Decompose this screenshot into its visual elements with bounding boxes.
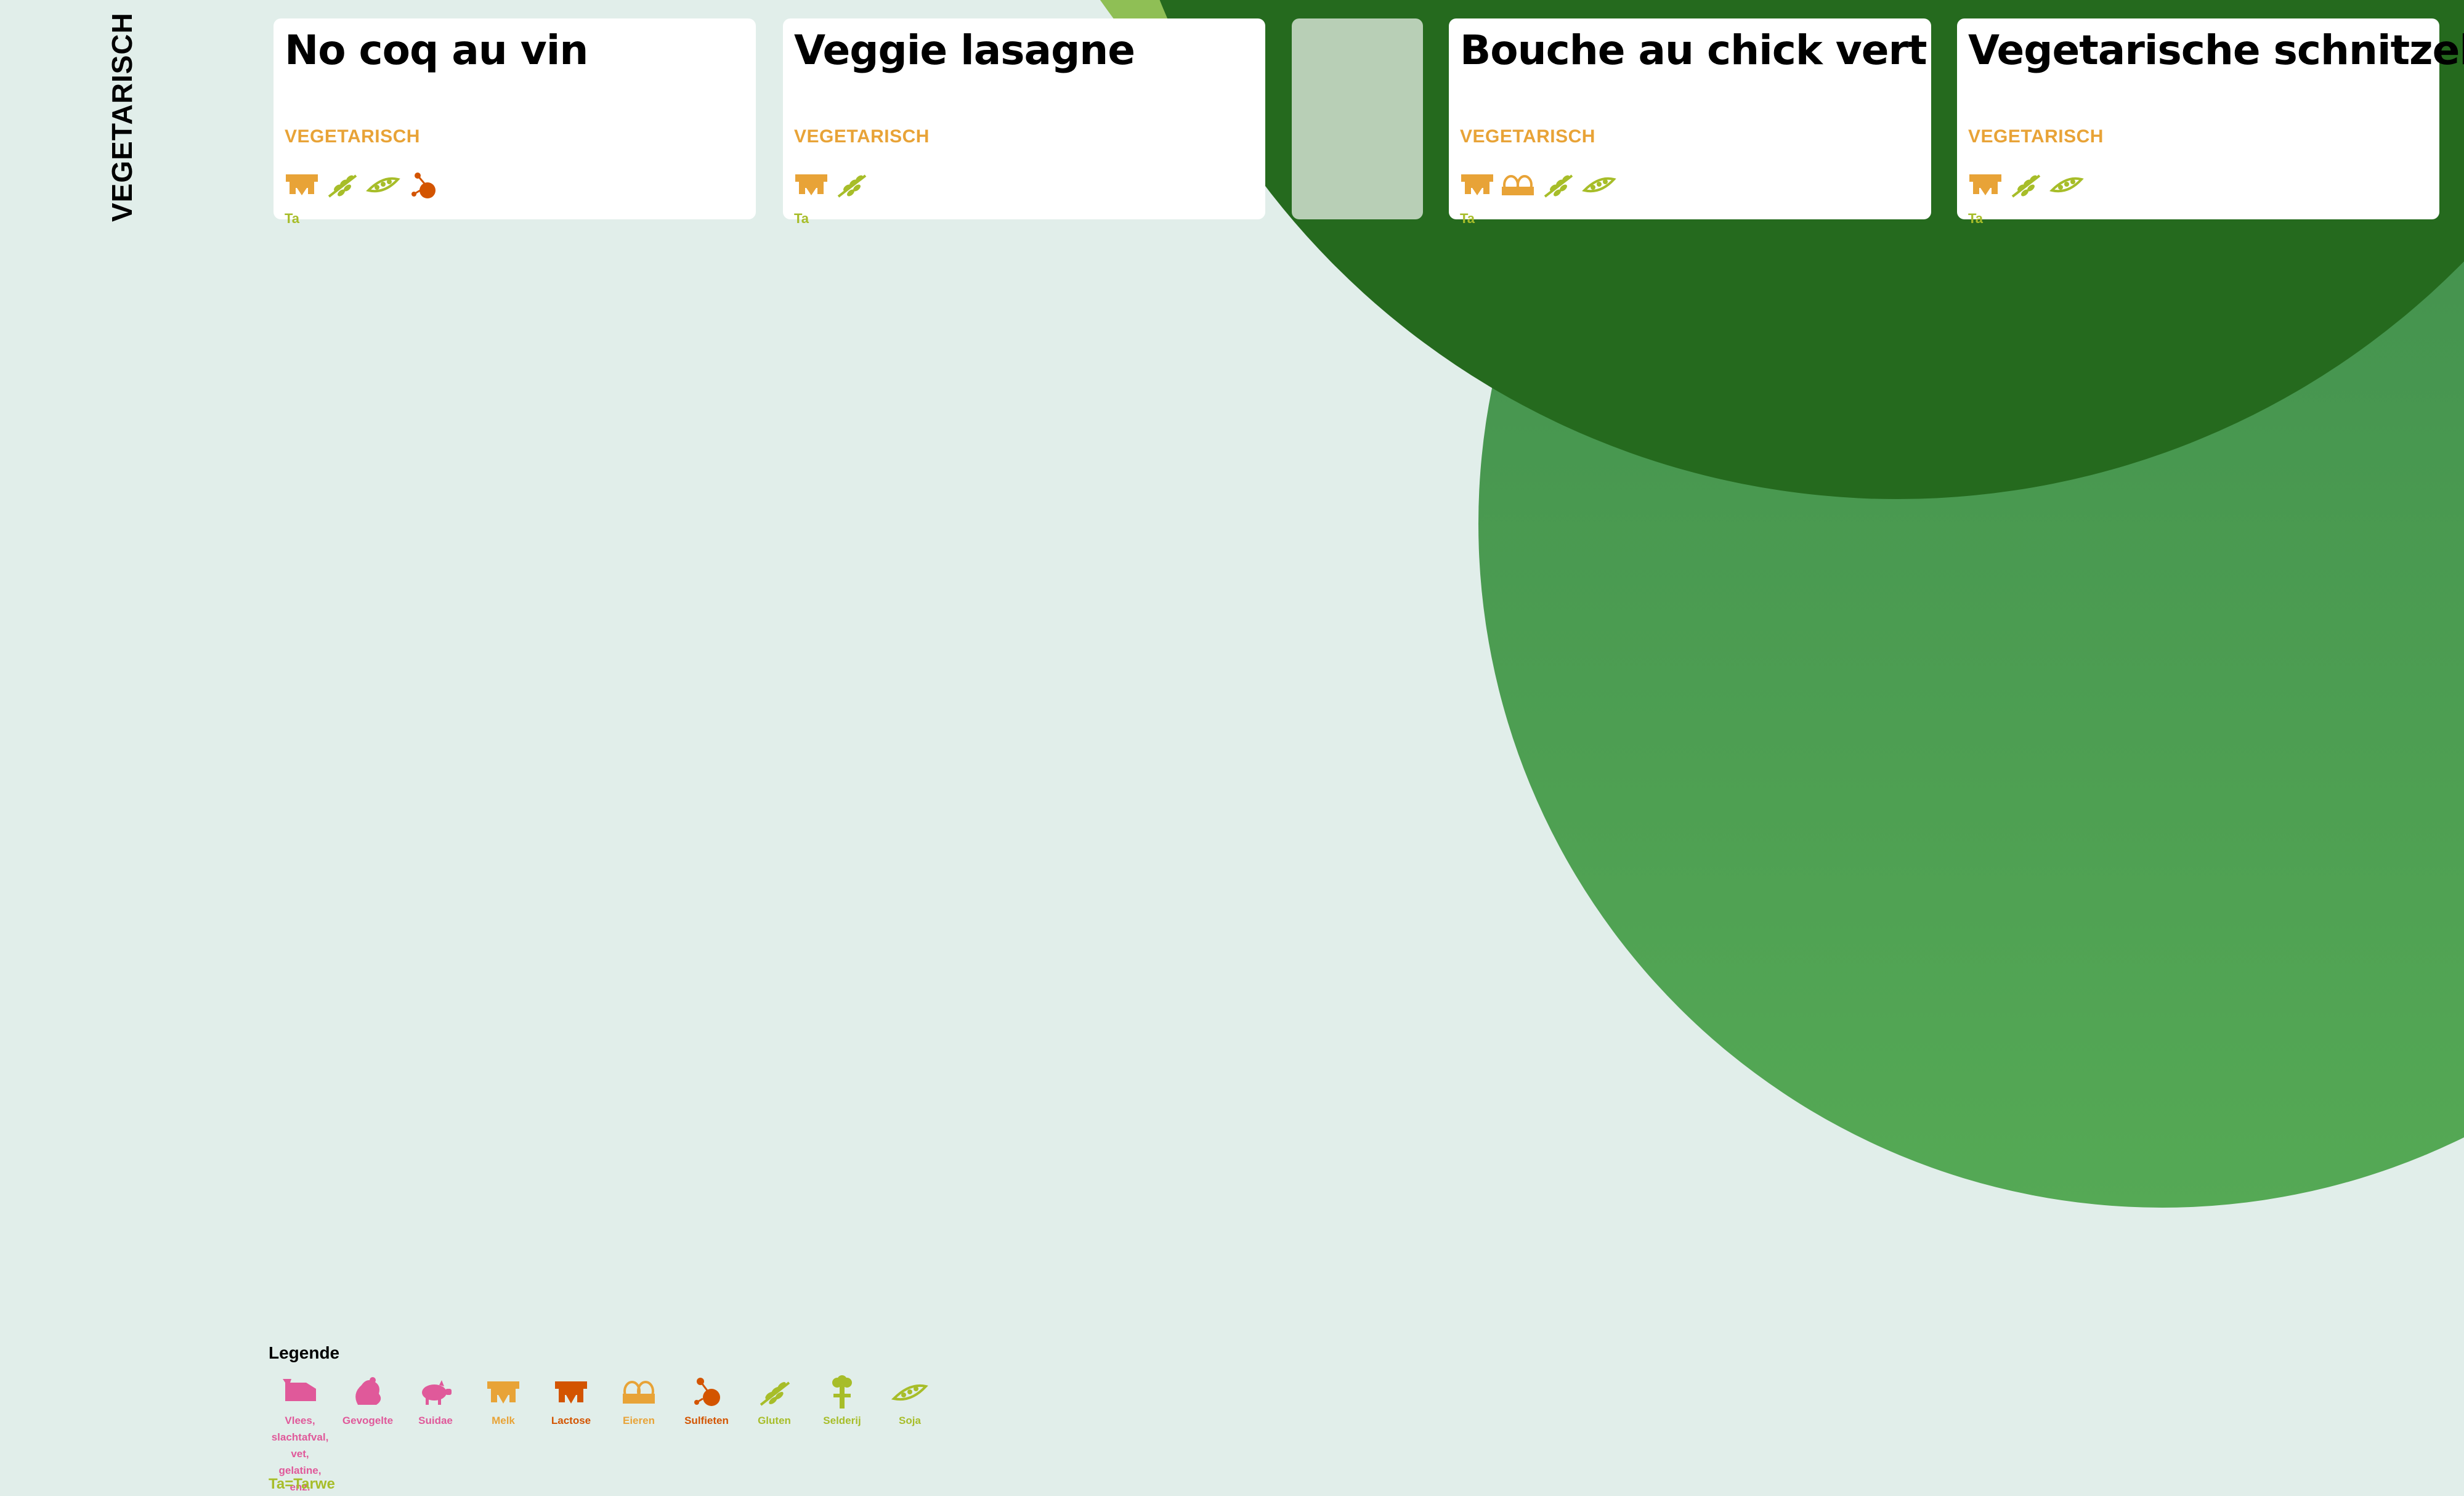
- allergen-icons: [1460, 169, 1616, 200]
- eggs-icon: [1501, 169, 1535, 200]
- legend-label: Sulfieten: [684, 1415, 729, 1426]
- milk-icon: [485, 1375, 522, 1410]
- allergen-code: Ta: [794, 211, 809, 226]
- allergen-code: Ta: [1460, 211, 1475, 226]
- diet-label: VEGETARISCH: [1460, 126, 1595, 147]
- dish-title: No coq au vin: [285, 26, 588, 74]
- legend-item-gluten: Gluten: [743, 1375, 806, 1429]
- legend-label: Eieren: [623, 1415, 655, 1426]
- legend-item-meat: Vlees, slachtafval, vet, gelatine, enz.: [269, 1375, 331, 1495]
- soy-icon: [1582, 169, 1616, 200]
- sulfites-icon: [407, 169, 441, 200]
- legend-title: Legende: [269, 1343, 340, 1362]
- soy-icon: [891, 1375, 928, 1410]
- gluten-icon: [1541, 169, 1576, 200]
- lactose-icon: [553, 1375, 590, 1410]
- legend-item-celery: Selderij: [811, 1375, 873, 1429]
- sulfites-icon: [688, 1375, 725, 1410]
- gluten-icon: [835, 169, 869, 200]
- section-title: VEGETARISCH: [106, 12, 138, 222]
- legend-item-milk: Melk: [472, 1375, 535, 1429]
- legend-label: Vlees, slachtafval, vet, gelatine, enz.: [271, 1415, 329, 1493]
- milk-icon: [285, 169, 319, 200]
- gluten-icon: [325, 169, 360, 200]
- milk-icon: [1968, 169, 2003, 200]
- milk-icon: [794, 169, 829, 200]
- empty-menu-card: [1292, 18, 1423, 219]
- diet-label: VEGETARISCH: [794, 126, 930, 147]
- diet-label: VEGETARISCH: [1968, 126, 2104, 147]
- soy-icon: [366, 169, 400, 200]
- allergen-icons: [794, 169, 869, 200]
- allergen-icons: [1968, 169, 2084, 200]
- allergen-code: Ta: [285, 211, 300, 226]
- legend-note: Ta=Tarwe: [269, 1476, 335, 1492]
- soy-icon: [2049, 169, 2084, 200]
- poultry-icon: [349, 1375, 386, 1410]
- diet-label: VEGETARISCH: [285, 126, 420, 147]
- legend-item-poultry: Gevogelte: [336, 1375, 399, 1429]
- legend-items: Vlees, slachtafval, vet, gelatine, enz. …: [269, 1375, 941, 1495]
- legend-label: Gluten: [758, 1415, 791, 1426]
- legend-label: Soja: [899, 1415, 921, 1426]
- allergen-legend: Legende Vlees, slachtafval, vet, gelatin…: [269, 1343, 941, 1495]
- eggs-icon: [620, 1375, 657, 1410]
- dish-title: Vegetarische schnitzel: [1968, 26, 2464, 74]
- legend-label: Melk: [492, 1415, 515, 1426]
- allergen-code: Ta: [1968, 211, 1984, 226]
- legend-item-lactose: Lactose: [540, 1375, 602, 1429]
- celery-icon: [824, 1375, 861, 1410]
- allergen-icons: [285, 169, 441, 200]
- legend-item-soy: Soja: [878, 1375, 941, 1429]
- legend-item-sulfites: Sulfieten: [675, 1375, 738, 1429]
- menu-card[interactable]: Bouche au chick vert VEGETARISCH Ta: [1449, 18, 1931, 226]
- pork-icon: [417, 1375, 454, 1410]
- legend-label: Suidae: [418, 1415, 453, 1426]
- menu-card[interactable]: Vegetarische schnitzel VEGETARISCH Ta: [1957, 18, 2464, 226]
- menu-card[interactable]: No coq au vin VEGETARISCH Ta: [274, 18, 756, 226]
- legend-label: Gevogelte: [342, 1415, 394, 1426]
- legend-item-pork: Suidae: [404, 1375, 467, 1429]
- legend-label: Selderij: [823, 1415, 861, 1426]
- dish-title: Veggie lasagne: [794, 26, 1135, 74]
- menu-card[interactable]: Veggie lasagne VEGETARISCH Ta: [783, 18, 1265, 226]
- legend-item-eggs: Eieren: [607, 1375, 670, 1429]
- gluten-icon: [2009, 169, 2043, 200]
- dish-title: Bouche au chick vert: [1460, 26, 1927, 74]
- meat-icon: [282, 1375, 318, 1410]
- gluten-icon: [756, 1375, 793, 1410]
- legend-label: Lactose: [551, 1415, 591, 1426]
- milk-icon: [1460, 169, 1494, 200]
